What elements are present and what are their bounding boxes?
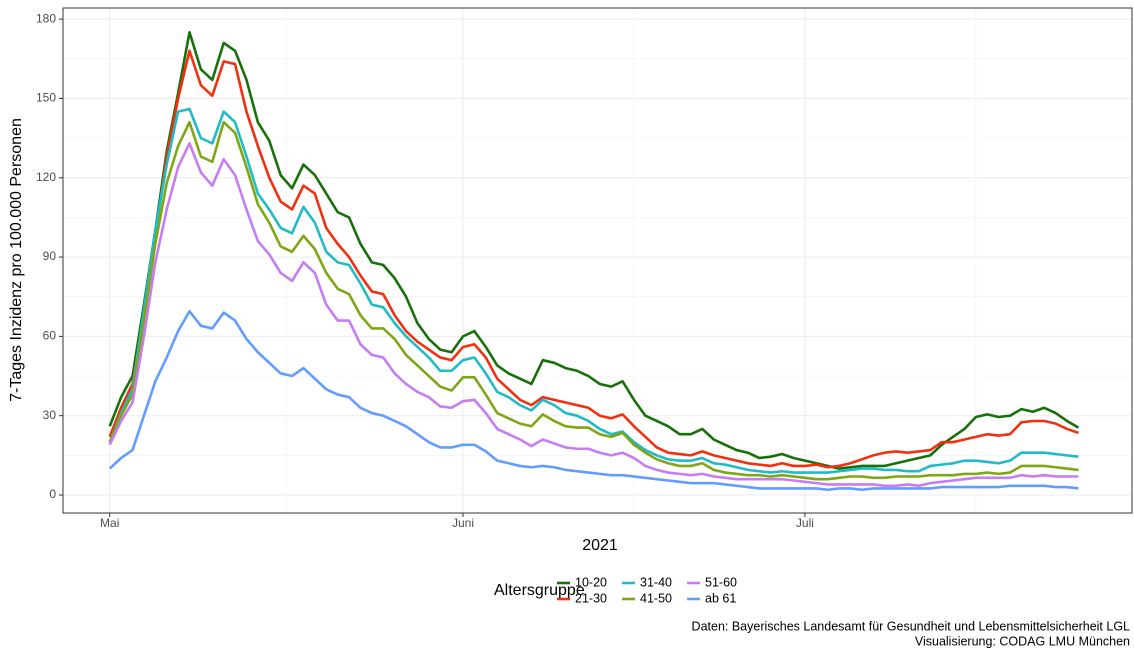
- x-axis-label: 2021: [582, 537, 618, 554]
- caption: Visualisierung: CODAG LMU München: [915, 634, 1130, 648]
- legend-label: 10-20: [575, 575, 607, 589]
- x-tick-label: Juli: [796, 516, 814, 530]
- y-tick-label: 0: [49, 487, 56, 501]
- series-line: [108, 31, 1080, 470]
- legend-title: Altersgruppe: [494, 582, 585, 599]
- lines: [108, 31, 1080, 492]
- legend-label: 41-50: [640, 591, 672, 605]
- caption: Daten: Bayerisches Landesamt für Gesundh…: [692, 619, 1130, 633]
- legend-label: ab 61: [705, 591, 736, 605]
- series-line: [108, 49, 1079, 469]
- series-line: [108, 107, 1079, 474]
- legend-label: 21-30: [575, 591, 607, 605]
- series-line: [108, 142, 1079, 488]
- y-tick-label: 180: [36, 11, 56, 25]
- y-tick-label: 150: [36, 91, 56, 105]
- y-tick-label: 120: [36, 170, 56, 184]
- x-tick-label: Mai: [100, 516, 119, 530]
- y-tick-label: 90: [43, 249, 57, 263]
- y-tick-label: 60: [43, 329, 57, 343]
- series-line: [108, 120, 1079, 481]
- panel-border: [62, 7, 1133, 514]
- legend-label: 31-40: [640, 575, 672, 589]
- legend-label: 51-60: [705, 575, 737, 589]
- series-line: [108, 309, 1079, 492]
- x-tick-label: Juni: [452, 516, 474, 530]
- y-axis-label: 7-Tages Inzidenz pro 100.000 Personen: [8, 118, 25, 402]
- y-tick-label: 30: [43, 408, 57, 422]
